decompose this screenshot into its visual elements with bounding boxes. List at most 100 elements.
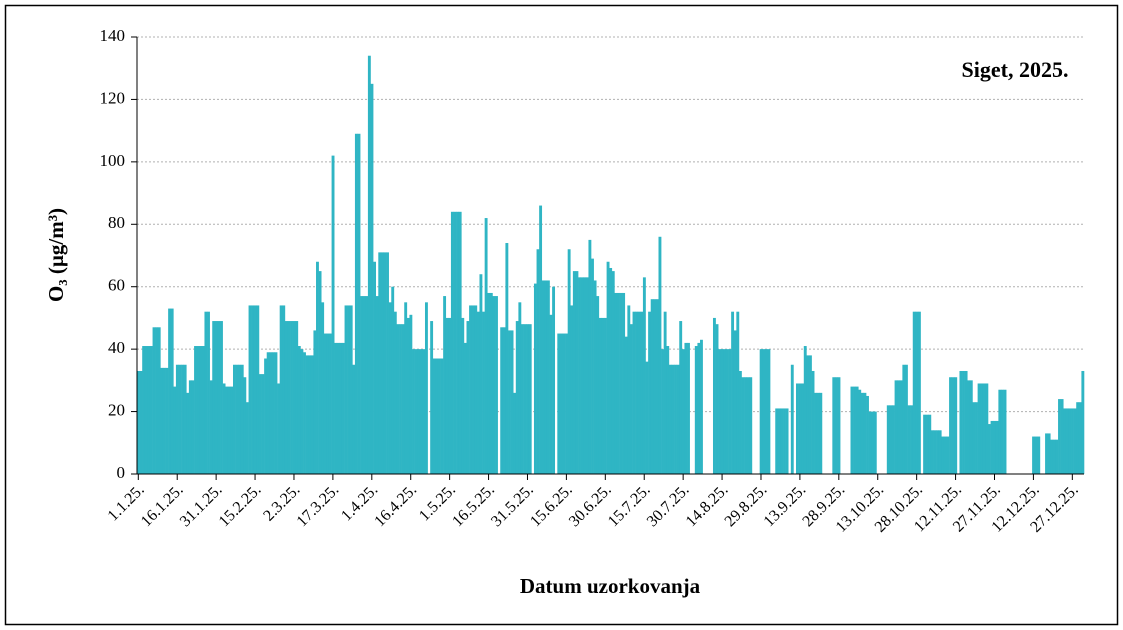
bar	[204, 311, 208, 474]
bar	[715, 324, 719, 474]
bar	[536, 249, 540, 474]
bar	[557, 333, 561, 474]
bar	[445, 317, 449, 474]
bar	[469, 305, 472, 474]
bar	[640, 311, 644, 474]
y-tick-label: 140	[100, 26, 126, 45]
bar	[738, 370, 742, 474]
bar	[616, 292, 620, 474]
bar	[546, 280, 550, 474]
bar	[811, 370, 815, 474]
bar	[1045, 433, 1048, 474]
bar	[661, 349, 664, 474]
bar	[951, 377, 955, 474]
bar	[985, 383, 989, 474]
bar	[313, 330, 317, 474]
bar	[866, 395, 869, 474]
bar	[1081, 370, 1085, 474]
bar	[279, 305, 283, 474]
bar	[868, 411, 872, 474]
bar	[596, 296, 600, 474]
bar	[687, 342, 690, 474]
bar	[954, 377, 958, 474]
bar	[552, 286, 556, 474]
bar	[783, 408, 786, 474]
y-tick-label: 120	[100, 88, 126, 107]
bar	[349, 305, 353, 474]
bar	[668, 364, 672, 474]
bar	[489, 292, 493, 474]
bar	[624, 336, 628, 474]
bar	[523, 324, 527, 474]
bar	[819, 392, 823, 474]
bar	[274, 352, 278, 474]
bar	[775, 408, 779, 474]
bar	[723, 349, 727, 474]
bar	[591, 258, 594, 474]
bar	[300, 349, 304, 474]
bar	[949, 377, 952, 474]
bar	[943, 436, 947, 474]
bar	[606, 261, 610, 474]
bar	[899, 380, 903, 474]
bar	[814, 392, 818, 474]
bar	[357, 133, 361, 474]
bar	[399, 324, 402, 474]
bar	[676, 364, 680, 474]
bar	[256, 305, 260, 474]
bar	[266, 352, 270, 474]
bar	[938, 430, 942, 474]
bar	[663, 311, 667, 474]
bar	[378, 252, 382, 474]
bar	[196, 346, 200, 474]
bar	[684, 342, 688, 474]
bar	[1032, 436, 1036, 474]
bar	[700, 339, 703, 474]
bar	[450, 211, 454, 475]
bar	[152, 327, 156, 474]
bar	[181, 364, 185, 474]
bar	[160, 367, 164, 474]
bar	[471, 305, 475, 474]
bar	[515, 321, 519, 474]
bar	[873, 411, 877, 474]
bar	[578, 277, 581, 474]
bar	[1063, 408, 1067, 474]
bar	[1034, 436, 1038, 474]
bar	[897, 380, 901, 474]
bar	[567, 249, 571, 474]
bar	[520, 324, 524, 474]
bar	[344, 305, 348, 474]
bar	[593, 280, 597, 474]
bar	[936, 430, 940, 474]
bar	[1037, 436, 1041, 474]
bar	[860, 392, 864, 474]
bar	[759, 349, 763, 474]
bar	[917, 311, 921, 474]
bar	[495, 296, 498, 474]
bar	[777, 408, 781, 474]
bar	[622, 292, 626, 474]
bar	[162, 367, 166, 474]
bar	[201, 346, 205, 474]
bar	[632, 311, 636, 474]
bar	[658, 236, 662, 474]
bar	[1071, 408, 1074, 474]
bar	[863, 392, 867, 474]
bar	[712, 317, 716, 474]
bar	[645, 361, 649, 474]
bar	[391, 286, 395, 474]
y-tick-label: 60	[108, 276, 125, 295]
bar	[674, 364, 677, 474]
bar	[832, 377, 836, 474]
bar	[269, 352, 273, 474]
bar	[401, 324, 405, 474]
bar	[214, 321, 218, 474]
bar	[803, 346, 807, 474]
bar	[232, 364, 236, 474]
bar	[598, 317, 602, 474]
bar	[962, 370, 965, 474]
bar	[533, 283, 537, 474]
y-tick-label: 100	[100, 151, 126, 170]
